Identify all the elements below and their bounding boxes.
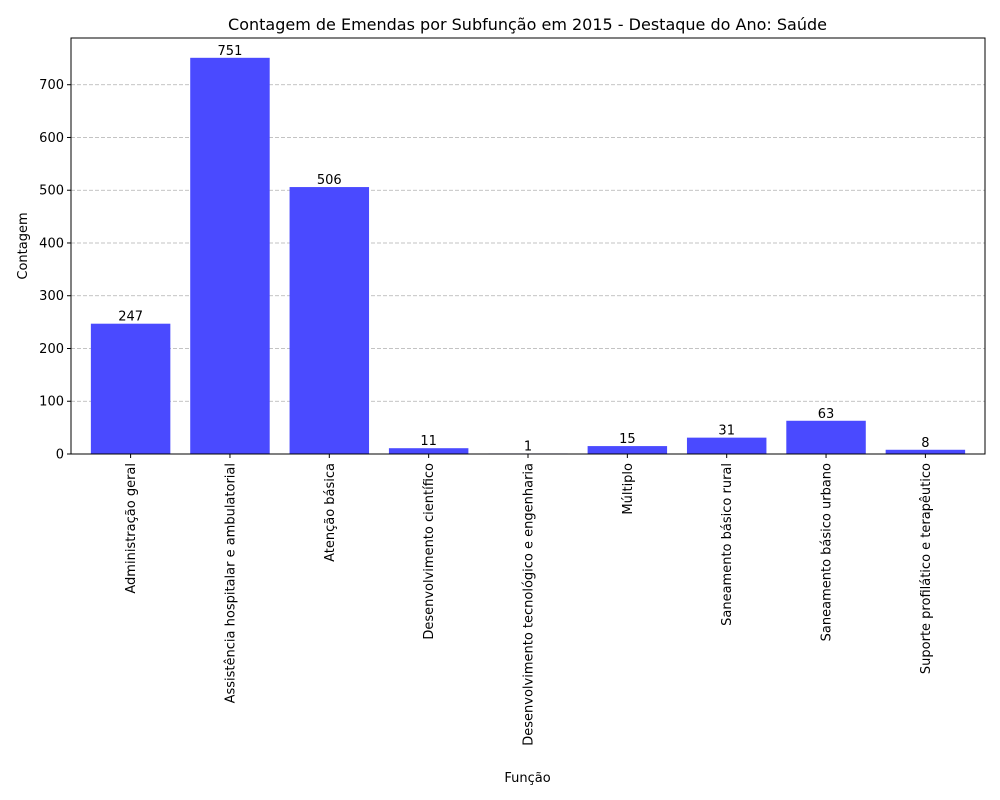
x-tick-label: Saneamento básico urbano (820, 463, 835, 641)
bar (786, 420, 866, 454)
y-tick-label: 600 (39, 131, 64, 146)
y-tick-label: 700 (39, 78, 64, 93)
bar-value-label: 751 (218, 44, 243, 59)
x-axis: Administração geral Assistência hospitala… (124, 454, 934, 746)
x-tick-label: Assistência hospitalar e ambulatorial (223, 463, 238, 703)
bar-value-label: 247 (118, 310, 143, 325)
bar (90, 323, 171, 454)
y-tick-label: 0 (56, 448, 64, 463)
y-tick-label: 100 (39, 395, 64, 410)
y-tick-label: 200 (39, 342, 64, 357)
x-tick-label: Saneamento básico rural (720, 463, 735, 626)
chart-title: Contagem de Emendas por Subfunção em 201… (228, 15, 827, 34)
bars (90, 57, 966, 455)
x-tick-label: Administração geral (124, 463, 139, 594)
bar-value-label: 11 (420, 434, 437, 449)
bar-value-label: 506 (317, 173, 342, 188)
x-tick-label: Desenvolvimento tecnológico e engenharia (522, 463, 537, 746)
bar-value-label: 31 (718, 424, 735, 439)
x-tick-label: Múltiplo (621, 463, 636, 515)
y-tick-label: 300 (39, 289, 64, 304)
bar (388, 448, 469, 454)
bar (190, 57, 270, 455)
bar-value-label: 1 (524, 439, 532, 454)
bar (587, 446, 668, 454)
bar (885, 449, 966, 454)
bar-value-label: 15 (619, 432, 636, 447)
bar (686, 437, 767, 454)
y-tick-label: 500 (39, 184, 64, 199)
bar-value-label: 63 (818, 407, 835, 422)
y-tick-label: 400 (39, 236, 64, 251)
y-axis-label: Contagem (16, 212, 31, 279)
bar-value-label: 8 (921, 436, 929, 451)
x-tick-label: Desenvolvimento científico (422, 463, 437, 640)
bar (289, 187, 370, 454)
x-axis-label: Função (504, 771, 550, 786)
y-axis: 0 100 200 300 400 500 600 700 (39, 78, 71, 463)
x-tick-label: Atenção básica (323, 463, 338, 562)
x-tick-label: Suporte profilático e terapêutico (919, 463, 934, 674)
